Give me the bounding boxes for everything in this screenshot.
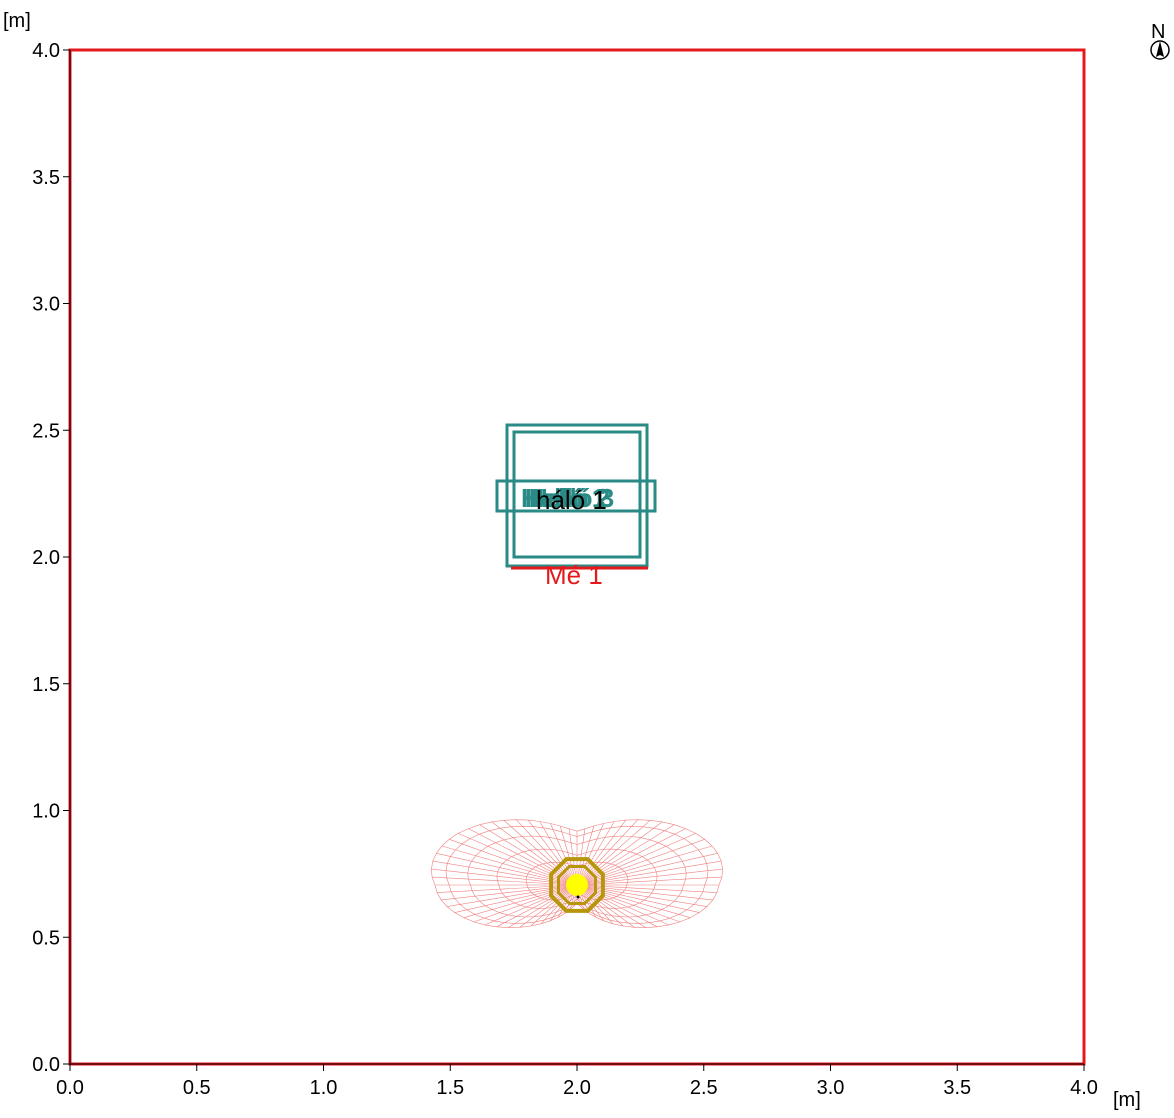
- distribution-ray: [539, 821, 578, 886]
- distribution-ray: [576, 884, 717, 893]
- distribution-ray: [576, 884, 700, 913]
- lamp-center: [566, 874, 588, 896]
- x-axis-unit: [m]: [1113, 1089, 1141, 1111]
- luminaire-frame-inner[interactable]: [512, 430, 642, 559]
- distribution-ray: [576, 845, 713, 886]
- luminaire-label-1: Helló 1: [521, 483, 606, 513]
- distribution-ray: [576, 819, 627, 886]
- y-tick-label: 1.5: [32, 674, 60, 696]
- distribution-ray: [576, 860, 722, 886]
- grid-label: háló 1: [536, 485, 607, 515]
- y-axis-ticks: 0.0 0.5 1.0 1.5 2.0 2.5 3.0 3.5 4.0: [32, 40, 70, 1076]
- distribution-ray: [458, 833, 578, 886]
- distribution-ray: [550, 823, 578, 886]
- distribution-ray: [463, 884, 578, 918]
- measurement-label: Mé 1: [545, 560, 603, 590]
- distribution-ray: [576, 853, 718, 886]
- distribution-ray: [527, 819, 578, 886]
- y-tick-label: 3.0: [32, 294, 60, 316]
- distribution-ray: [437, 884, 578, 893]
- lamp-ring-outer: [549, 857, 605, 913]
- y-tick-label: 3.5: [32, 167, 60, 189]
- distribution-ray: [449, 839, 578, 886]
- distribution-ray: [447, 884, 578, 907]
- distribution-ray: [441, 845, 578, 886]
- distribution-ray: [519, 884, 578, 928]
- distribution-ray: [576, 820, 651, 886]
- distribution-ray: [454, 884, 578, 913]
- y-tick-label: 1.0: [32, 801, 60, 823]
- distribution-ray: [576, 839, 705, 886]
- compass-label: N: [1151, 21, 1165, 43]
- distribution-ray: [441, 884, 578, 901]
- distribution-ray: [576, 884, 713, 901]
- x-tick-label: 2.5: [690, 1077, 718, 1099]
- x-tick-label: 3.0: [817, 1077, 845, 1099]
- lamp-dot: [576, 895, 580, 899]
- compass-north-icon: N: [1150, 21, 1170, 60]
- y-tick-label: 0.5: [32, 927, 60, 949]
- x-axis-ticks: 0.0 0.5 1.0 1.5 2.0 2.5 3.0 3.5 4.0: [56, 1064, 1098, 1099]
- x-tick-label: 4.0: [1070, 1077, 1098, 1099]
- distribution-ray: [496, 884, 578, 928]
- distribution-ray: [576, 884, 670, 926]
- distribution-ray: [576, 884, 707, 907]
- lamp-icon[interactable]: [549, 857, 605, 913]
- distribution-ray: [576, 819, 639, 886]
- distribution-ray: [432, 876, 578, 886]
- y-tick-label: 4.0: [32, 40, 60, 62]
- luminaire-label-3: Helló 3: [529, 483, 614, 513]
- y-tick-label: 2.0: [32, 547, 60, 569]
- distribution-ray: [436, 853, 578, 886]
- luminaire-group: [495, 423, 657, 568]
- distribution-ray: [576, 833, 696, 886]
- distribution-ray: [576, 876, 722, 886]
- distribution-ray: [432, 860, 578, 886]
- distribution-ray: [484, 884, 578, 926]
- luminaire-label-2: Helló 2: [525, 483, 610, 513]
- y-axis-unit: [m]: [3, 10, 31, 32]
- luminaire-frame-horizontal[interactable]: [495, 479, 657, 513]
- x-tick-label: 3.5: [943, 1077, 971, 1099]
- x-tick-label: 1.0: [310, 1077, 338, 1099]
- distribution-ray: [576, 823, 604, 886]
- x-tick-label: 0.0: [56, 1077, 84, 1099]
- y-tick-label: 2.5: [32, 420, 60, 442]
- distribution-ray: [508, 884, 578, 928]
- distribution-ray: [576, 884, 646, 928]
- distribution-ray: [576, 821, 615, 886]
- distribution-ray: [503, 820, 578, 886]
- lamp-ring-inner: [557, 865, 597, 905]
- y-tick-label: 0.0: [32, 1054, 60, 1076]
- distribution-ray: [576, 884, 635, 928]
- distribution-ray: [515, 819, 578, 886]
- x-tick-label: 0.5: [183, 1077, 211, 1099]
- luminaire-frame-outer[interactable]: [505, 423, 649, 568]
- distribution-ray: [576, 884, 691, 918]
- x-tick-label: 2.0: [563, 1077, 591, 1099]
- x-tick-label: 1.5: [436, 1077, 464, 1099]
- distribution-ray: [576, 884, 658, 928]
